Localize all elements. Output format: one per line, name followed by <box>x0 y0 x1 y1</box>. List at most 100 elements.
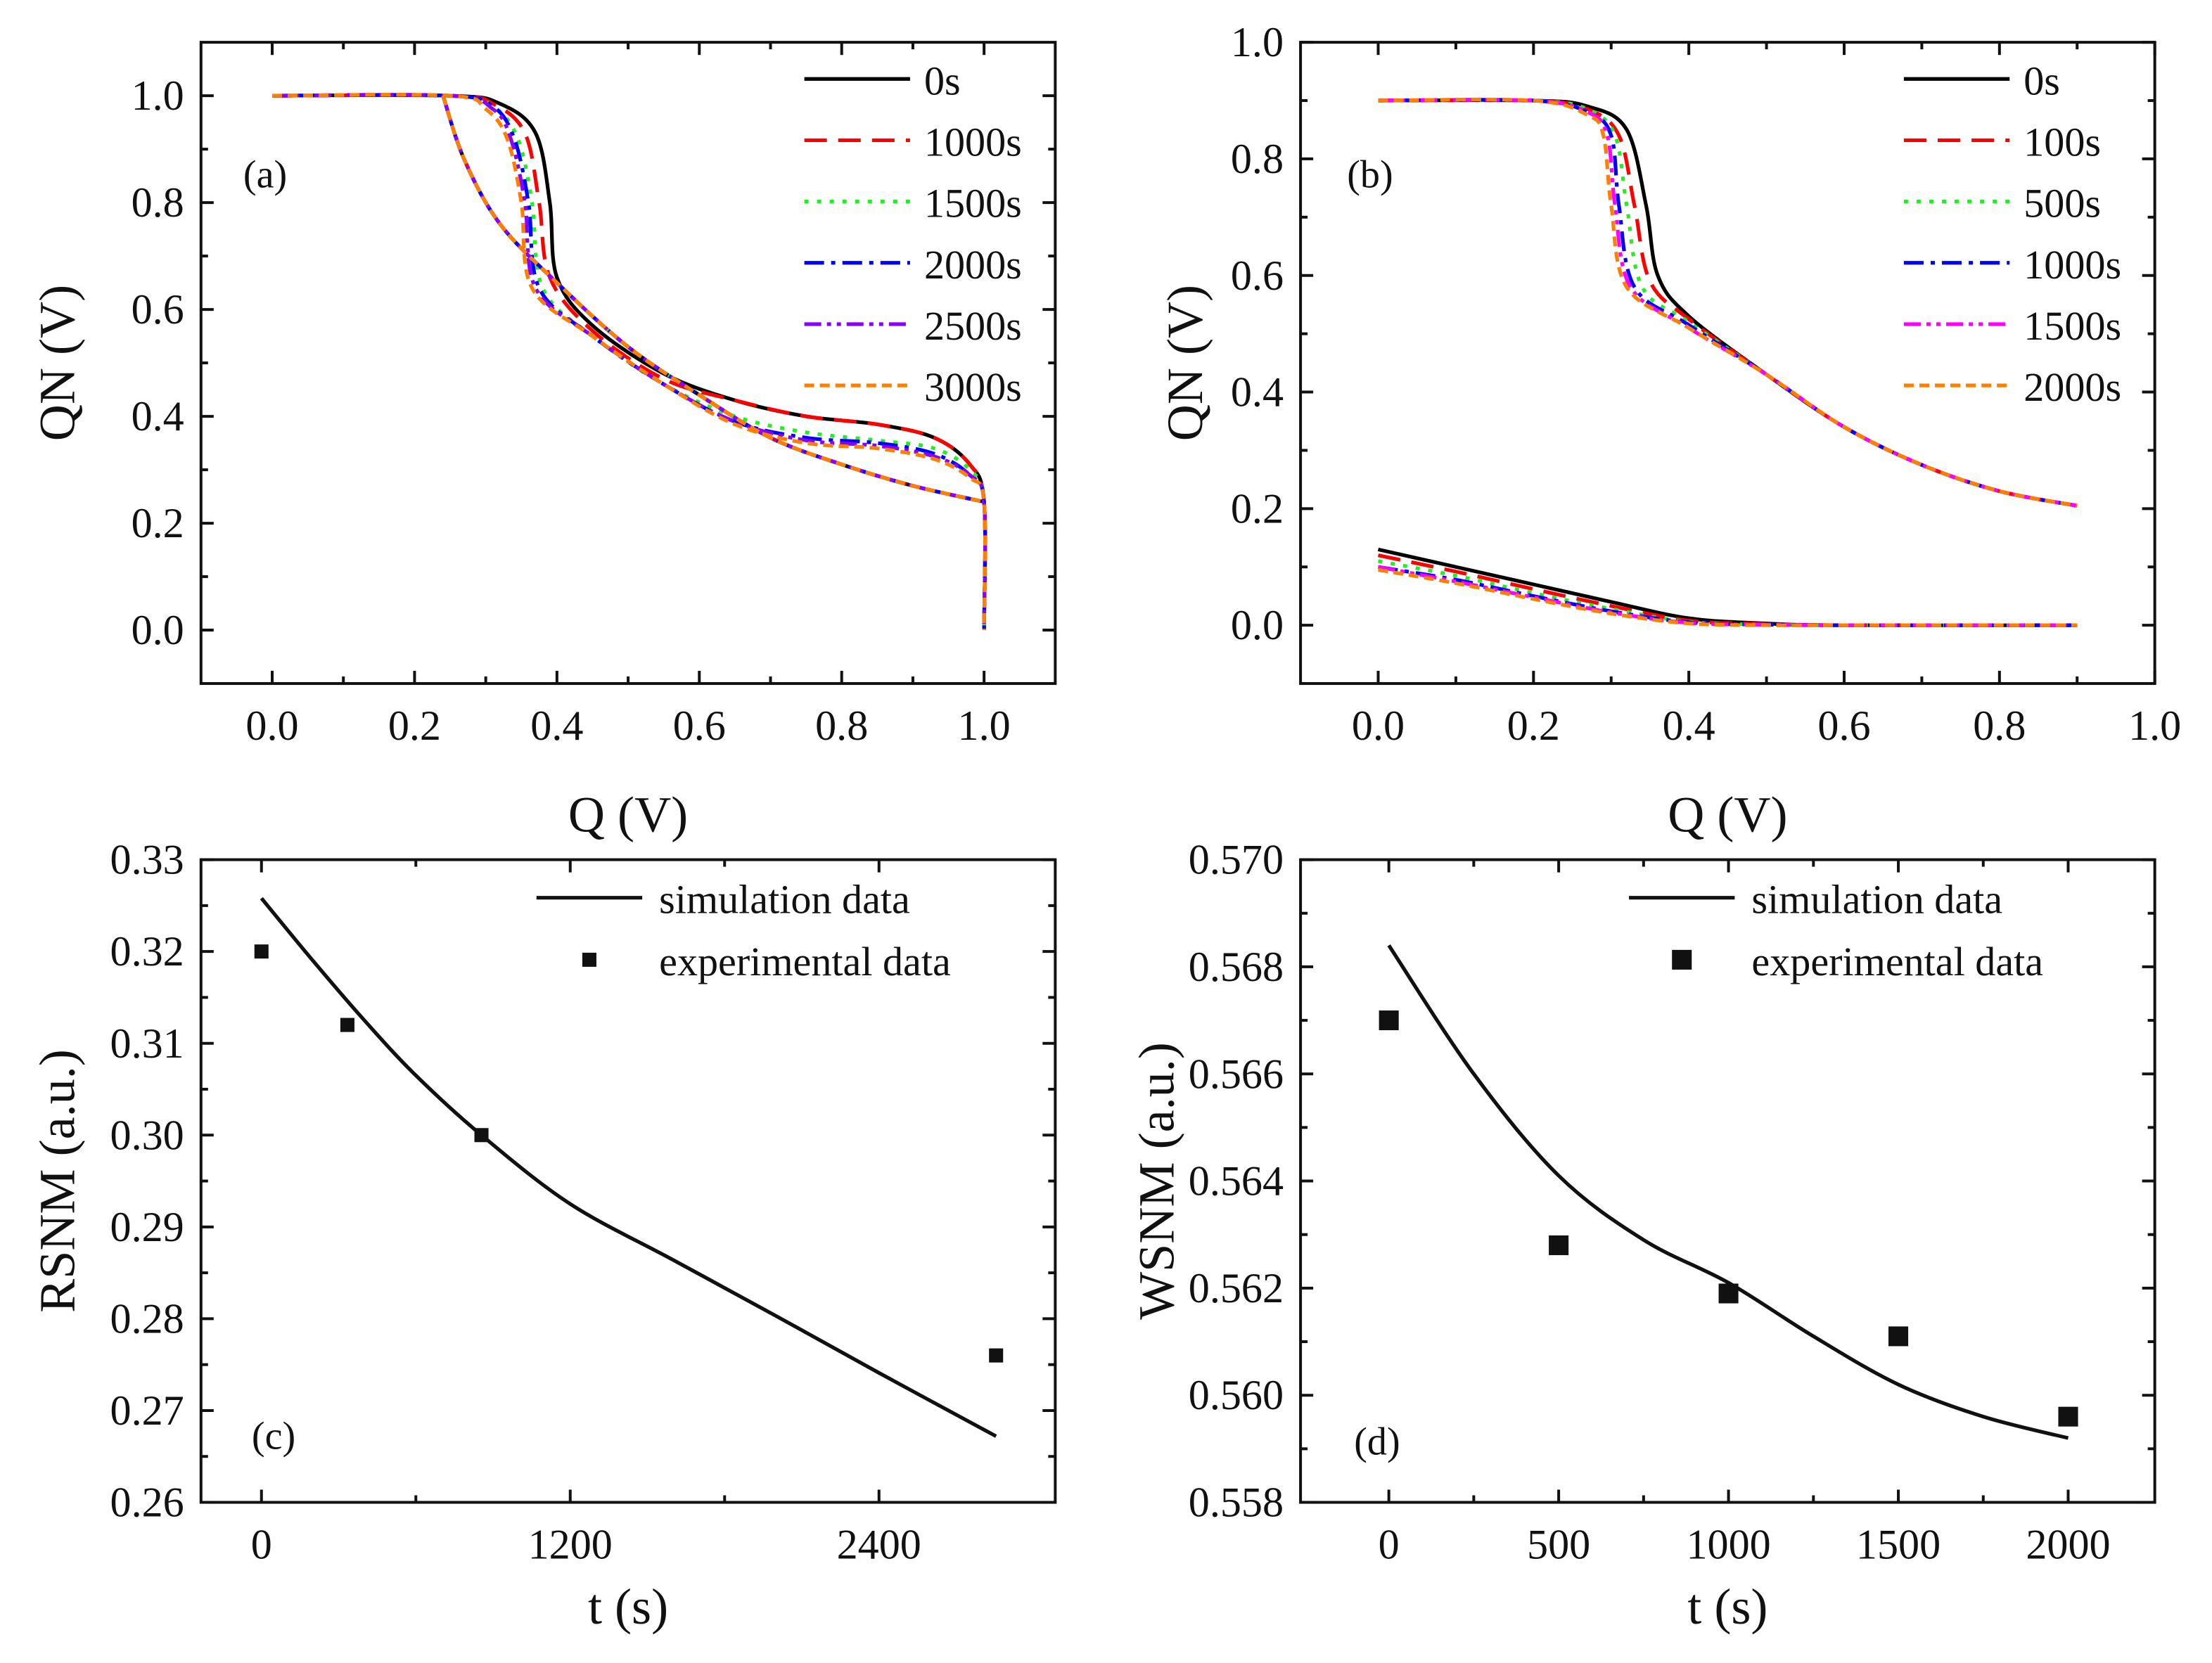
y-tick-label: 0.2 <box>132 500 184 547</box>
simulation-line <box>260 897 997 1438</box>
legend-label: 2000s <box>924 242 1022 288</box>
x-tick-label: 0.6 <box>1817 702 1870 750</box>
y-tick-label: 0.6 <box>1231 252 1284 300</box>
y-tick-label: 0.568 <box>1189 944 1284 991</box>
series-upper-line-1500s <box>1378 98 2078 508</box>
x-tick-label: 0.2 <box>1507 702 1560 750</box>
series-lower-line-100s <box>1377 553 2078 627</box>
x-tick-label: 0.8 <box>815 702 868 750</box>
series-mirror-line-3000s <box>441 95 985 504</box>
x-tick-label: 0.0 <box>1352 702 1405 750</box>
y-tick-label: 0.0 <box>1231 602 1284 649</box>
panel-label: (a) <box>243 153 287 197</box>
series-lower-line-1000s <box>1378 565 2078 627</box>
legend-label: 3000s <box>924 364 1022 410</box>
series-upper-line-2000s <box>1378 97 2078 508</box>
legend-label: 1000s <box>924 119 1022 165</box>
x-tick-label: 500 <box>1527 1522 1590 1569</box>
legend-label: 1500s <box>924 181 1022 226</box>
experimental-point <box>1379 1010 1399 1031</box>
x-tick-label: 2000 <box>2026 1522 2110 1569</box>
simulation-line <box>1387 944 2069 1440</box>
experimental-point <box>474 1128 489 1143</box>
experimental-point <box>340 1017 354 1032</box>
experimental-point <box>1888 1326 1909 1347</box>
series-line-2000s <box>271 93 987 631</box>
y-tick-label: 1.0 <box>1231 19 1284 66</box>
legend-swatch-marker <box>582 952 596 967</box>
series-upper-line-100s <box>1378 98 2078 508</box>
panel-a: 0.0 0.2 0.4 0.6 0.8 1.0 0.0 0.2 0.4 0.6 0.8 1.0 Q (V… <box>29 41 1057 843</box>
series-line-3000s <box>271 93 987 631</box>
y-axis-label: WSNM (a.u.) <box>1129 1042 1185 1320</box>
y-tick-label: 0.4 <box>132 393 184 440</box>
legend-label: 500s <box>2024 181 2101 226</box>
x-tick-label: 1500 <box>1856 1522 1941 1569</box>
y-tick-label: 0.27 <box>110 1387 184 1434</box>
legend-label: 1000s <box>2024 242 2121 288</box>
legend-label: 2500s <box>924 303 1022 349</box>
y-axis-label: QN (V) <box>29 285 85 441</box>
experimental-point <box>2058 1406 2078 1427</box>
y-tick-label: 0.8 <box>132 179 184 226</box>
x-tick-label: 0.4 <box>530 702 583 750</box>
y-tick-label: 0.8 <box>1231 136 1284 183</box>
panel-label: (b) <box>1347 153 1393 197</box>
y-tick-label: 1.0 <box>132 72 184 120</box>
plot-frame <box>1299 41 2156 686</box>
y-tick-label: 0.0 <box>132 607 184 654</box>
x-tick-label: 0.8 <box>1973 702 2026 750</box>
y-axis-label: QN (V) <box>1157 285 1213 441</box>
series-mirror-line-2000s <box>441 95 985 504</box>
panel-d: 0 500 1000 1500 2000 0.558 0.560 0.562 0.564 0.56… <box>1129 837 2156 1635</box>
series-upper-line-1000s <box>1378 98 2078 508</box>
x-tick-label: 1200 <box>528 1522 613 1569</box>
y-tick-label: 0.30 <box>110 1112 184 1159</box>
y-tick-label: 0.564 <box>1189 1158 1284 1205</box>
panel-c: 0 1200 2400 0.26 0.27 0.28 0.29 0.30 0.31 0.32 0.3… <box>29 837 1057 1635</box>
y-tick-label: 0.32 <box>110 928 184 975</box>
series-upper-line-0s <box>1378 98 2078 508</box>
y-axis-label: RSNM (a.u.) <box>29 1049 85 1313</box>
x-axis-label: Q (V) <box>1668 787 1787 843</box>
y-tick-label: 0.33 <box>110 837 184 884</box>
panel-label: (d) <box>1354 1420 1400 1463</box>
x-axis-label: t (s) <box>588 1579 668 1635</box>
legend-label-simulation: simulation data <box>1751 877 2002 923</box>
series-upper-line-500s <box>1378 98 2078 508</box>
x-tick-label: 1.0 <box>2128 702 2181 750</box>
experimental-point <box>989 1348 1004 1363</box>
panel-label: (c) <box>252 1414 295 1458</box>
experimental-point <box>254 944 269 959</box>
y-tick-label: 0.562 <box>1189 1265 1284 1312</box>
x-tick-label: 2400 <box>837 1522 921 1569</box>
y-tick-label: 0.31 <box>110 1020 184 1067</box>
y-tick-label: 0.566 <box>1189 1051 1284 1098</box>
y-tick-label: 0.6 <box>132 286 184 333</box>
x-tick-label: 0.6 <box>673 702 726 750</box>
series-lower-line-1500s <box>1378 565 2078 627</box>
experimental-point <box>1718 1283 1739 1304</box>
x-tick-label: 0.4 <box>1663 702 1715 750</box>
legend-label: 1500s <box>2024 303 2121 349</box>
x-tick-label: 0.0 <box>245 702 298 750</box>
y-tick-label: 0.28 <box>110 1295 184 1342</box>
series-lower-line-2000s <box>1378 567 2078 627</box>
experimental-point <box>1549 1235 1569 1255</box>
x-axis-label: t (s) <box>1687 1579 1767 1635</box>
y-tick-label: 0.4 <box>1231 369 1284 416</box>
x-tick-label: 1000 <box>1686 1522 1770 1569</box>
series-lower-line-0s <box>1377 547 2078 627</box>
series-line-1000s <box>271 93 987 631</box>
x-tick-label: 1.0 <box>958 702 1011 750</box>
y-tick-label: 0.560 <box>1189 1372 1284 1419</box>
legend-label-simulation: simulation data <box>659 877 910 923</box>
panel-b: 0.0 0.2 0.4 0.6 0.8 1.0 0.0 0.2 0.4 0.6 0.8 1.0 Q (V… <box>1157 19 2181 842</box>
legend-label-experimental: experimental data <box>1751 939 2043 984</box>
x-axis-label: Q (V) <box>568 787 688 843</box>
y-tick-label: 0.26 <box>110 1479 184 1527</box>
x-tick-label: 0 <box>1379 1522 1400 1569</box>
legend-label: 0s <box>2024 58 2060 103</box>
legend-label: 100s <box>2024 119 2101 165</box>
